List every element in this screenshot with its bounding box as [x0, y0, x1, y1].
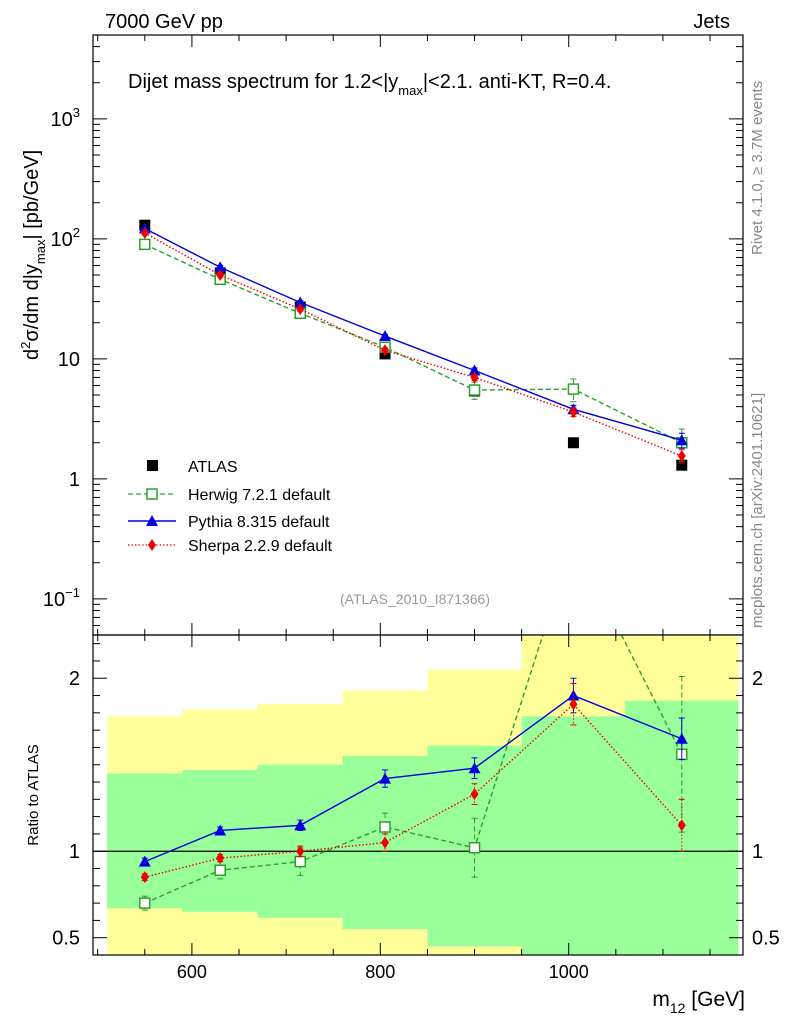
main-title: Dijet mass spectrum for 1.2<|ymax|<2.1. …	[128, 71, 612, 98]
ratio-y-tick-label-left: 1	[69, 841, 80, 863]
legend-label-herwig: Herwig 7.2.1 default	[188, 487, 331, 504]
ratio-point-sherpa	[470, 788, 479, 801]
ratio-point-sherpa	[216, 852, 225, 865]
main-line-pythia	[144, 227, 682, 441]
x-tick-label: 800	[365, 962, 395, 982]
legend-marker-atlas	[147, 460, 158, 471]
main-point-herwig	[567, 383, 580, 395]
ratio-point-pythia	[214, 824, 227, 836]
ratio-y-axis-label: Ratio to ATLAS	[25, 744, 42, 845]
ratio-point-sherpa	[296, 845, 305, 858]
analysis-id: (ATLAS_2010_I871366)	[340, 591, 490, 607]
main-point-sherpa	[381, 344, 390, 357]
ratio-point-pythia	[379, 772, 392, 784]
main-point-atlas	[567, 437, 579, 449]
main-point-pythia	[379, 330, 392, 342]
main-point-sherpa	[569, 406, 578, 419]
legend: ATLAS Herwig 7.2.1 default Pythia 8.315 …	[128, 459, 333, 555]
main-y-tick-label: 102	[51, 225, 80, 251]
header-right-label: Jets	[693, 11, 730, 33]
ratio-point-herwig	[294, 855, 306, 868]
main-y-tick-label: 1	[69, 469, 80, 491]
ratio-y-tick-label-right: 2	[752, 668, 763, 690]
ratio-point-sherpa	[381, 836, 390, 849]
ratio-point-pythia	[675, 732, 688, 744]
header-left-label: 7000 GeV pp	[105, 11, 223, 33]
main-point-herwig	[139, 238, 151, 251]
main-point-pythia	[468, 364, 481, 376]
ratio-point-sherpa	[140, 871, 149, 884]
ratio-point-pythia	[294, 819, 307, 831]
ratio-y-tick-label-left: 2	[69, 668, 80, 690]
ratio-y-tick-label-right: 0.5	[752, 928, 780, 950]
main-point-sherpa	[677, 450, 686, 463]
x-tick-label: 600	[177, 962, 207, 982]
main-point-sherpa	[470, 371, 479, 384]
legend-label-atlas: ATLAS	[188, 459, 238, 476]
ratio-point-herwig	[468, 842, 481, 854]
main-point-atlas	[676, 459, 688, 471]
x-axis-label: m12 [GeV]	[652, 988, 745, 1016]
ratio-band-inner	[257, 764, 343, 918]
ratio-band-inner	[107, 773, 183, 909]
main-y-tick-label: 103	[51, 105, 80, 131]
ratio-point-herwig	[379, 821, 391, 833]
main-y-tick-label: 10	[58, 349, 80, 371]
ratio-y-tick-label-left: 0.5	[52, 928, 80, 950]
legend-label-pythia: Pythia 8.315 default	[188, 514, 330, 531]
mcplots-label: mcplots.cern.ch [arXiv:2401.10621]	[749, 393, 766, 628]
legend-marker-pythia	[146, 515, 158, 526]
main-point-sherpa	[140, 226, 149, 239]
ratio-point-herwig	[214, 864, 226, 876]
main-point-pythia	[675, 434, 688, 446]
main-point-sherpa	[296, 303, 305, 316]
main-y-tick-label: 10−1	[43, 585, 80, 611]
main-point-pythia	[294, 296, 307, 308]
legend-marker-herwig	[146, 488, 158, 500]
main-point-pythia	[214, 261, 227, 273]
ratio-point-pythia	[138, 855, 151, 867]
ratio-point-herwig	[139, 897, 151, 909]
x-tick-label: 1000	[549, 962, 589, 982]
ratio-point-sherpa	[569, 698, 578, 711]
ratio-panel-frame	[92, 634, 744, 956]
ratio-y-tick-label-right: 1	[752, 841, 763, 863]
ratio-point-sherpa	[677, 819, 686, 832]
rivet-version-label: Rivet 4.1.0, ≥ 3.7M events	[749, 81, 766, 255]
main-y-axis-label: d2σ/dm d|ymax| [pb/GeV]	[18, 150, 48, 360]
main-line-sherpa	[144, 232, 683, 457]
legend-label-sherpa: Sherpa 2.2.9 default	[188, 538, 333, 555]
main-point-sherpa	[216, 269, 225, 281]
main-point-herwig	[468, 384, 481, 396]
legend-marker-sherpa	[148, 539, 156, 551]
ratio-band-inner	[521, 716, 626, 955]
ratio-point-pythia	[468, 762, 481, 774]
